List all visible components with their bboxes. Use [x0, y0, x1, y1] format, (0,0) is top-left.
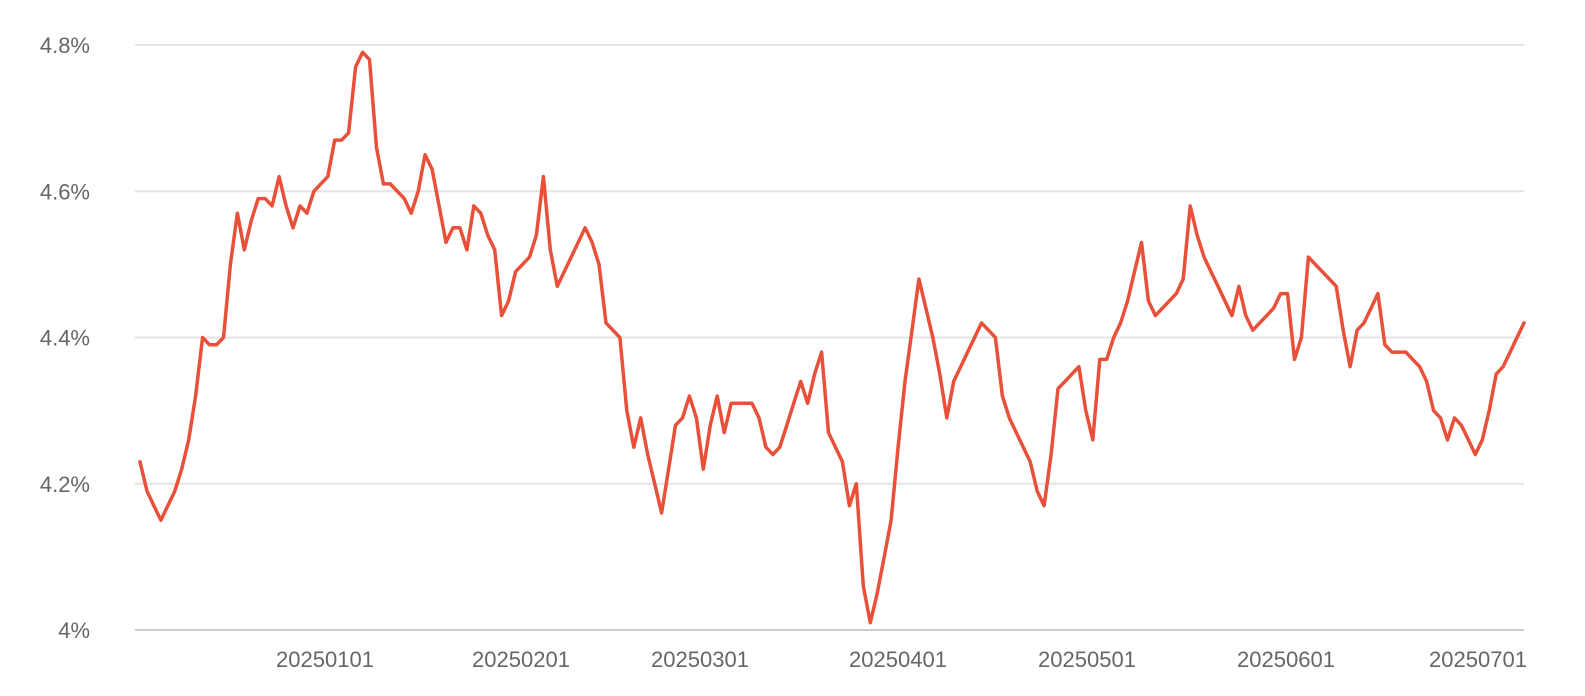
y-tick-label: 4.6%	[40, 179, 90, 204]
x-tick-label: 20250101	[276, 647, 374, 672]
x-tick-label: 20250701	[1429, 647, 1527, 672]
x-tick-label: 20250201	[472, 647, 570, 672]
y-tick-label: 4.4%	[40, 326, 90, 351]
grid-layer	[135, 44, 1524, 631]
series-line	[138, 50, 1526, 625]
x-tick-label: 20250401	[849, 647, 947, 672]
y-tick-label: 4.8%	[40, 33, 90, 58]
y-axis: 4% 4.2% 4.4% 4.6% 4.8%	[40, 33, 90, 643]
series-layer	[138, 50, 1526, 625]
x-tick-label: 20250301	[651, 647, 749, 672]
y-tick-label: 4.2%	[40, 472, 90, 497]
x-axis: 20250101 20250201 20250301 20250401 20250501…	[276, 647, 1527, 672]
y-tick-label: 4%	[58, 618, 90, 643]
x-tick-label: 20250501	[1038, 647, 1136, 672]
x-tick-label: 20250601	[1237, 647, 1335, 672]
